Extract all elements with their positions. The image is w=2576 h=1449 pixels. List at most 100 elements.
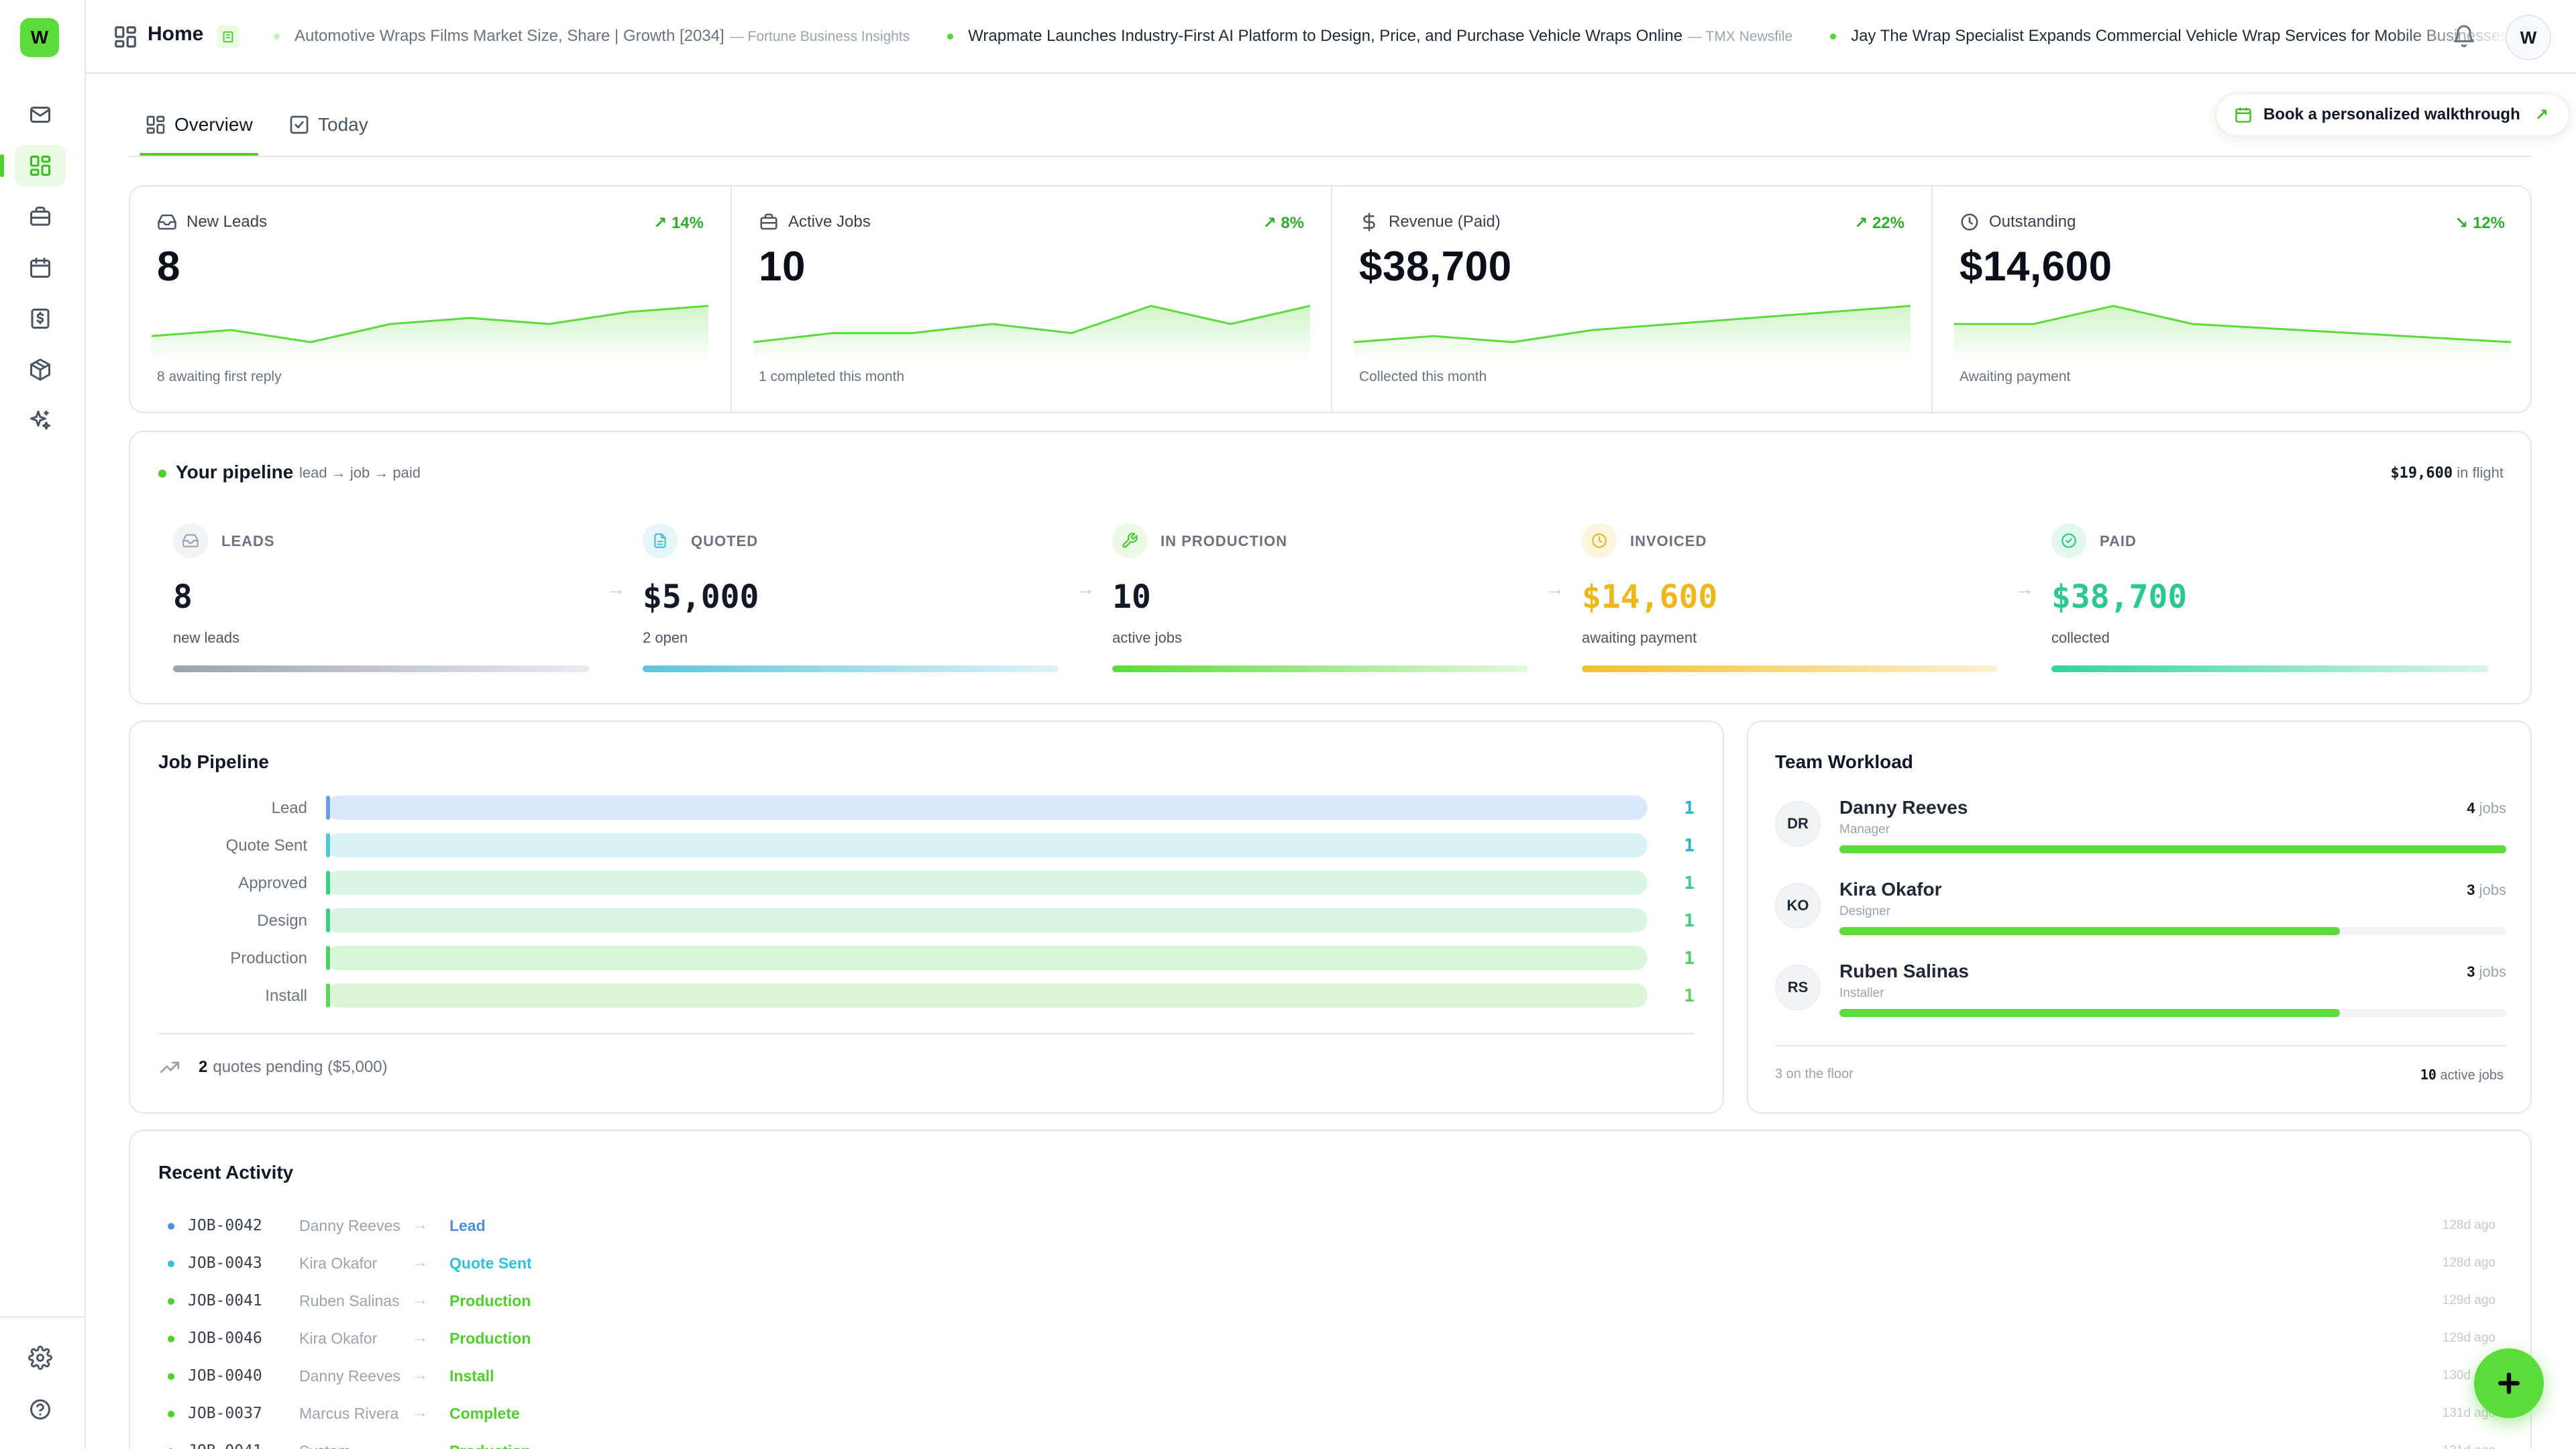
ticker-item[interactable]: Wrapmate Launches Industry-First AI Plat… <box>947 27 1792 46</box>
bar-category-label: Approved <box>238 874 307 892</box>
nav-inventory[interactable] <box>15 349 66 390</box>
stat-outstanding[interactable]: Outstanding ↘ 12% $14,600 Awaiting payme… <box>1931 186 2532 412</box>
activity-person: Ruben Salinas <box>299 1292 400 1309</box>
pipeline-bar[interactable] <box>326 908 1648 932</box>
stage-label: QUOTED <box>691 533 759 549</box>
nav-jobs[interactable] <box>15 196 66 237</box>
job-pipeline-title: Job Pipeline <box>158 751 269 772</box>
quotes-pending[interactable]: 2 quotes pending ($5,000) <box>158 1056 388 1079</box>
stage-quoted[interactable]: QUOTED $5,000 2 open <box>643 523 1059 684</box>
stage-leads[interactable]: LEADS 8 new leads <box>173 523 589 684</box>
stat-value: $14,600 <box>1960 244 2112 290</box>
tab-overview[interactable]: Overview <box>140 114 258 156</box>
activity-person: System <box>299 1442 351 1449</box>
member-jobs-label: jobs <box>2479 800 2506 816</box>
mail-icon <box>30 107 50 123</box>
recent-activity-title: Recent Activity <box>158 1162 294 1183</box>
calendar-icon <box>2234 105 2263 124</box>
nav-inbox[interactable] <box>15 94 66 136</box>
bar-category-label: Production <box>230 949 307 967</box>
divider <box>1775 1045 2506 1046</box>
stage-sub: awaiting payment <box>1582 629 1697 646</box>
pipeline-bar[interactable] <box>326 983 1648 1008</box>
avatar: KO <box>1775 883 1821 928</box>
member-jobs: 3 jobs <box>2467 963 2506 981</box>
recent-activity-card: Recent Activity JOB-0042 Danny Reeves → Lea… <box>129 1130 2532 1449</box>
activity-person: Danny Reeves <box>299 1217 400 1234</box>
view-tabs: Overview Today <box>129 101 2532 157</box>
nav-ai[interactable] <box>15 400 66 441</box>
briefcase-icon <box>760 213 777 230</box>
stat-new-leads[interactable]: New Leads ↗ 14% 8 8 awaiting first reply <box>130 186 731 412</box>
home-badge-icon <box>217 25 239 48</box>
ticker-fade <box>2380 27 2514 50</box>
stat-caption: Awaiting payment <box>1960 369 2071 384</box>
job-id: JOB-0041 <box>188 1292 262 1309</box>
bell-icon <box>2454 25 2474 48</box>
nav-help[interactable] <box>15 1389 66 1430</box>
news-ticker[interactable]: Automotive Wraps Films Market Size, Shar… <box>274 27 2514 50</box>
activity-status: Production <box>449 1442 531 1449</box>
add-button[interactable] <box>2474 1348 2544 1418</box>
activity-time: 128d ago <box>2442 1218 2496 1232</box>
activity-person: Danny Reeves <box>299 1367 400 1385</box>
arrow-right-icon: → <box>412 1403 428 1421</box>
bar-category-label: Lead <box>272 799 307 817</box>
stage-in-production[interactable]: IN PRODUCTION 10 active jobs <box>1112 523 1528 684</box>
pipeline-bar-cap <box>326 983 330 1008</box>
activity-row[interactable]: JOB-0041 Ruben Salinas → Production 129d ago <box>168 1289 2496 1316</box>
team-member[interactable]: DR Danny Reeves Manager 4 jobs <box>1775 797 2506 864</box>
team-member[interactable]: KO Kira Okafor Designer 3 jobs <box>1775 879 2506 946</box>
stage-invoiced[interactable]: INVOICED $14,600 awaiting payment <box>1582 523 1998 684</box>
briefcase-icon <box>30 207 50 226</box>
pipeline-bar[interactable] <box>326 946 1648 970</box>
pipeline-bar[interactable] <box>326 796 1648 820</box>
ticker-item[interactable]: Automotive Wraps Films Market Size, Shar… <box>274 27 910 46</box>
status-dot <box>158 470 166 478</box>
member-jobs: 4 jobs <box>2467 800 2506 817</box>
activity-time: 128d ago <box>2442 1256 2496 1270</box>
team-member[interactable]: RS Ruben Salinas Installer 3 jobs <box>1775 961 2506 1028</box>
job-id: JOB-0046 <box>188 1330 262 1347</box>
activity-row[interactable]: JOB-0043 Kira Okafor → Quote Sent 128d ago <box>168 1252 2496 1279</box>
activity-row[interactable]: JOB-0046 Kira Okafor → Production 129d ago <box>168 1327 2496 1354</box>
app-logo[interactable]: W <box>20 18 59 57</box>
activity-person: Kira Okafor <box>299 1254 378 1272</box>
user-avatar[interactable]: W <box>2506 15 2551 60</box>
pipeline-bar[interactable] <box>326 871 1648 895</box>
stat-revenue-paid[interactable]: Revenue (Paid) ↗ 22% $38,700 Collected t… <box>1331 186 1931 412</box>
nav-calendar[interactable] <box>15 247 66 288</box>
pipeline-bar[interactable] <box>326 833 1648 857</box>
tab-today-label: Today <box>318 114 368 135</box>
activity-status: Complete <box>449 1405 520 1422</box>
stat-delta: ↗ 8% <box>1263 213 1304 233</box>
activity-status: Production <box>449 1330 531 1347</box>
activity-row[interactable]: JOB-0040 Danny Reeves → Install 130d ago <box>168 1364 2496 1391</box>
dollar-icon <box>1363 213 1375 231</box>
job-pipeline-chart: Lead 1 Quote Sent 1 Approved 1 Design 1 Producti… <box>226 796 1695 1008</box>
bar-value-label: 1 <box>1684 911 1695 931</box>
book-walkthrough-button[interactable]: Book a personalized walkthrough ↗ <box>2215 93 2570 137</box>
workload-bar <box>1839 1009 2506 1017</box>
bar-value-label: 1 <box>1684 949 1695 969</box>
nav-invoices[interactable] <box>15 298 66 339</box>
stage-paid[interactable]: PAID $38,700 collected <box>2051 523 2489 684</box>
tab-today[interactable]: Today <box>288 114 368 156</box>
workload-fill <box>1839 845 2506 853</box>
pipeline-title: Your pipeline <box>176 462 294 482</box>
team-workload-title: Team Workload <box>1775 751 1913 772</box>
member-role: Installer <box>1839 986 1884 1000</box>
activity-row[interactable]: JOB-0042 Danny Reeves → Lead 128d ago <box>168 1214 2496 1241</box>
nav-settings[interactable] <box>15 1337 66 1379</box>
notifications-button[interactable] <box>2452 24 2476 48</box>
activity-row[interactable]: JOB-0041 System → Production 131d ago <box>168 1440 2496 1449</box>
arrow-right-icon: → <box>1546 578 1564 599</box>
activity-row[interactable]: JOB-0037 Marcus Rivera → Complete 131d ago <box>168 1402 2496 1429</box>
arrow-right-icon: → <box>412 1216 428 1234</box>
stat-label: Active Jobs <box>788 213 871 231</box>
nav-dashboard[interactable] <box>0 145 66 186</box>
top-bar: Home Automotive Wraps Films Market Size,… <box>86 0 2576 74</box>
team-workload-card: Team Workload DR Danny Reeves Manager 4 … <box>1747 720 2532 1114</box>
stat-active-jobs[interactable]: Active Jobs ↗ 8% 10 1 completed this mon… <box>731 186 1331 412</box>
inbox-icon <box>173 523 208 558</box>
